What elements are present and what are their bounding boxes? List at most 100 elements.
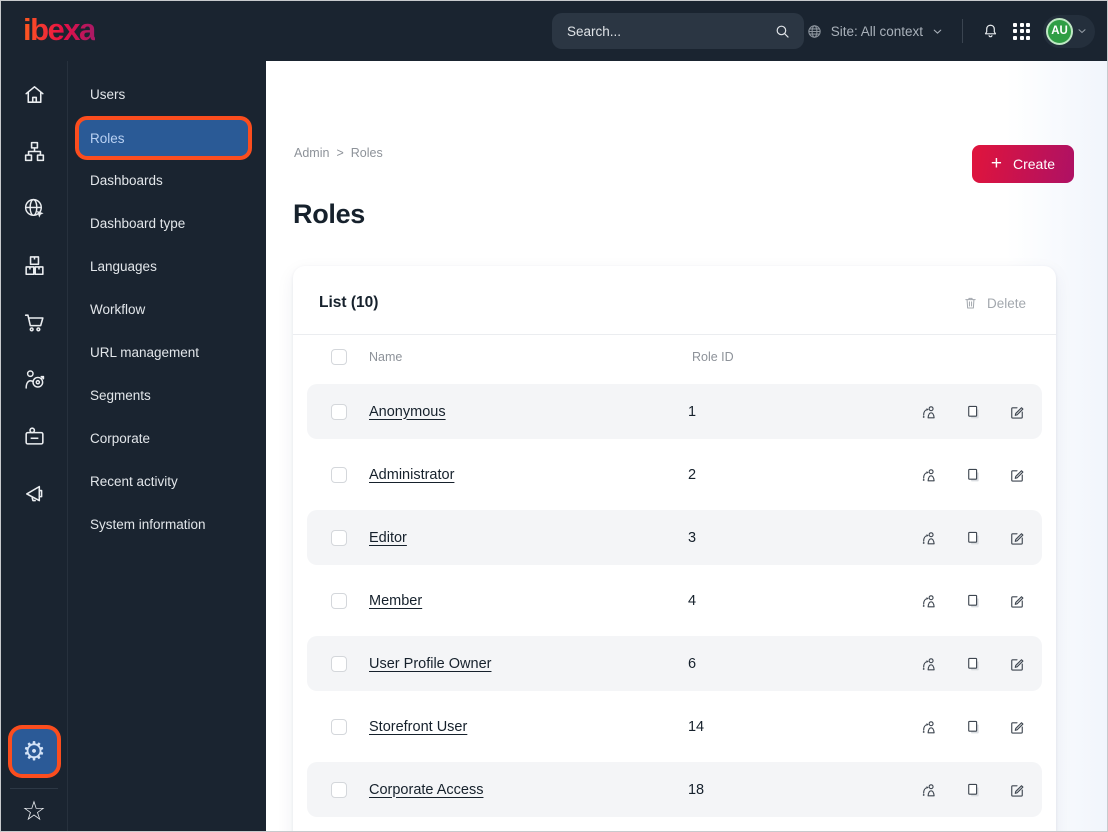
rail-commerce-icon[interactable] bbox=[12, 294, 56, 351]
rail-product-catalog-icon[interactable] bbox=[12, 237, 56, 294]
assign-user-icon[interactable] bbox=[920, 529, 938, 547]
edit-icon[interactable] bbox=[1008, 466, 1026, 484]
role-name-cell: User Profile Owner bbox=[369, 656, 688, 672]
sidebar-item-dashboards[interactable]: Dashboards bbox=[68, 159, 266, 202]
edit-icon[interactable] bbox=[1008, 655, 1026, 673]
sidebar-item-workflow[interactable]: Workflow bbox=[68, 288, 266, 331]
copy-icon[interactable] bbox=[964, 529, 982, 547]
row-checkbox[interactable] bbox=[331, 529, 347, 546]
sidebar-item-system-information[interactable]: System information bbox=[68, 503, 266, 546]
role-name-link[interactable]: Corporate Access bbox=[369, 781, 484, 798]
sidebar-item-label: Roles bbox=[90, 130, 125, 146]
role-name-cell: Member bbox=[369, 593, 688, 609]
copy-icon[interactable] bbox=[964, 592, 982, 610]
table-row: Member 4 bbox=[307, 573, 1042, 628]
sidebar-item-corporate[interactable]: Corporate bbox=[68, 417, 266, 460]
sidebar-item-label: Languages bbox=[90, 259, 157, 274]
role-name-cell: Anonymous bbox=[369, 404, 688, 420]
sidebar-menu: Users Roles Dashboards Dashboard type La… bbox=[68, 61, 266, 831]
row-checkbox[interactable] bbox=[331, 403, 347, 420]
rail-corporate-icon[interactable] bbox=[12, 408, 56, 465]
row-actions bbox=[920, 403, 1026, 421]
edit-icon[interactable] bbox=[1008, 718, 1026, 736]
rail-content-structure-icon[interactable] bbox=[12, 123, 56, 180]
assign-user-icon[interactable] bbox=[920, 466, 938, 484]
breadcrumb-admin[interactable]: Admin bbox=[294, 146, 330, 160]
icon-rail: ⚙ ☆ bbox=[1, 61, 68, 831]
row-checkbox[interactable] bbox=[331, 466, 347, 483]
sidebar-item-segments[interactable]: Segments bbox=[68, 374, 266, 417]
sidebar-item-label: Workflow bbox=[90, 302, 146, 317]
admin-settings-gear-icon[interactable]: ⚙ bbox=[11, 729, 57, 774]
assign-user-icon[interactable] bbox=[920, 655, 938, 673]
row-actions bbox=[920, 466, 1026, 484]
role-id-cell: 1 bbox=[687, 403, 697, 420]
column-header-role-id: Role ID bbox=[692, 349, 734, 364]
delete-button[interactable]: Delete bbox=[957, 294, 1032, 312]
assign-user-icon[interactable] bbox=[920, 718, 938, 736]
main-content: Admin > Roles + Create Roles List (10) bbox=[266, 61, 1107, 831]
topbar-divider bbox=[962, 19, 963, 43]
edit-icon[interactable] bbox=[1008, 781, 1026, 799]
roles-list-card: List (10) Delete Name Role ID bbox=[293, 266, 1056, 831]
role-name-link[interactable]: Editor bbox=[369, 529, 407, 546]
table-row: Corporate Access 18 bbox=[307, 762, 1042, 817]
role-name-link[interactable]: Anonymous bbox=[369, 403, 446, 420]
table-row: Company admin 19 bbox=[307, 825, 1042, 831]
sidebar-item-url-management[interactable]: URL management bbox=[68, 331, 266, 374]
list-title: List (10) bbox=[319, 294, 379, 311]
role-name-cell: Storefront User bbox=[369, 719, 688, 735]
role-name-link[interactable]: Administrator bbox=[369, 466, 455, 483]
site-context-selector[interactable]: Site: All context bbox=[806, 23, 944, 40]
sidebar-item-label: Corporate bbox=[90, 431, 151, 446]
topbar: ibexa Site: All context bbox=[1, 1, 1107, 61]
role-name-cell: Corporate Access bbox=[369, 782, 688, 798]
notifications-bell-icon[interactable] bbox=[981, 22, 1000, 41]
search-icon[interactable] bbox=[774, 23, 791, 40]
global-search[interactable] bbox=[552, 13, 804, 49]
sidebar-item-label: Segments bbox=[90, 388, 151, 403]
sidebar-item-languages[interactable]: Languages bbox=[68, 245, 266, 288]
copy-icon[interactable] bbox=[964, 466, 982, 484]
sidebar-item-users[interactable]: Users bbox=[68, 73, 266, 116]
role-name-link[interactable]: User Profile Owner bbox=[369, 655, 492, 672]
rail-home-icon[interactable] bbox=[12, 66, 56, 123]
sidebar-item-dashboard-type[interactable]: Dashboard type bbox=[68, 202, 266, 245]
role-name-link[interactable]: Member bbox=[369, 592, 423, 609]
chevron-down-icon bbox=[1076, 25, 1088, 37]
select-all-checkbox[interactable] bbox=[331, 348, 347, 365]
copy-icon[interactable] bbox=[964, 403, 982, 421]
assign-user-icon[interactable] bbox=[920, 592, 938, 610]
sidebar-item-label: Users bbox=[90, 87, 126, 102]
role-id-cell: 14 bbox=[687, 718, 705, 735]
row-actions bbox=[920, 655, 1026, 673]
row-checkbox[interactable] bbox=[331, 592, 347, 609]
sidebar-item-roles[interactable]: Roles bbox=[79, 120, 248, 156]
assign-user-icon[interactable] bbox=[920, 781, 938, 799]
row-checkbox[interactable] bbox=[331, 781, 347, 798]
role-name-cell: Editor bbox=[369, 530, 688, 546]
row-checkbox[interactable] bbox=[331, 655, 347, 672]
role-name-link[interactable]: Storefront User bbox=[369, 718, 468, 735]
copy-icon[interactable] bbox=[964, 718, 982, 736]
user-menu[interactable]: AU bbox=[1043, 14, 1095, 48]
search-input[interactable] bbox=[565, 22, 774, 40]
copy-icon[interactable] bbox=[964, 655, 982, 673]
rail-site-icon[interactable] bbox=[12, 180, 56, 237]
create-button[interactable]: + Create bbox=[971, 145, 1074, 183]
ibexa-logo[interactable]: ibexa bbox=[23, 12, 96, 47]
edit-icon[interactable] bbox=[1008, 403, 1026, 421]
copy-icon[interactable] bbox=[964, 781, 982, 799]
row-checkbox[interactable] bbox=[331, 718, 347, 735]
edit-icon[interactable] bbox=[1008, 592, 1026, 610]
role-id-cell: 2 bbox=[687, 466, 697, 483]
bookmarks-star-icon[interactable]: ☆ bbox=[21, 796, 47, 827]
rail-marketing-icon[interactable] bbox=[12, 465, 56, 522]
chevron-down-icon bbox=[931, 25, 944, 38]
rail-customers-icon[interactable] bbox=[12, 351, 56, 408]
sidebar-item-recent-activity[interactable]: Recent activity bbox=[68, 460, 266, 503]
assign-user-icon[interactable] bbox=[920, 403, 938, 421]
edit-icon[interactable] bbox=[1008, 529, 1026, 547]
column-header-name: Name bbox=[369, 349, 403, 364]
app-switcher-grid-icon[interactable] bbox=[1013, 22, 1030, 40]
